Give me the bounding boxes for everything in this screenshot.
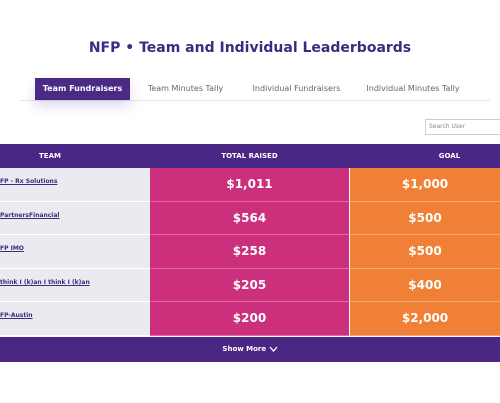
- goal-cell: $2,000: [349, 302, 500, 336]
- goal-cell: $400: [349, 268, 500, 303]
- goal-value: $2,000: [401, 311, 449, 326]
- goal-cell: $1,000: [349, 168, 500, 202]
- goal-cell: $500: [349, 201, 500, 236]
- show-more-label: Show More: [222, 345, 267, 353]
- tab[interactable]: Individual Minutes Tally: [366, 84, 460, 93]
- search-input[interactable]: Search User: [425, 119, 500, 135]
- raised-cell: $564: [150, 201, 349, 236]
- table-row: think I (k)an I think I (k)an $205 $400: [0, 268, 500, 303]
- column-header: TOTAL RAISED: [221, 152, 278, 160]
- team-cell: think I (k)an I think I (k)an: [0, 268, 150, 303]
- chevron-icon: [269, 346, 278, 352]
- raised-cell: $1,011: [150, 168, 349, 202]
- column-header: GOAL: [438, 152, 461, 160]
- team-link[interactable]: think I (k)an I think I (k)an: [0, 278, 90, 286]
- raised-value: $564: [232, 210, 267, 225]
- raised-value: $205: [232, 277, 267, 292]
- column-header: TEAM: [39, 152, 61, 160]
- raised-value: $200: [232, 311, 267, 326]
- team-link[interactable]: PartnersFinancial: [0, 211, 60, 219]
- raised-cell: $205: [150, 268, 349, 303]
- team-cell: PartnersFinancial: [0, 201, 150, 236]
- raised-value: $1,011: [226, 177, 273, 191]
- table-row: FP-Austin $200 $2,000: [0, 302, 500, 336]
- team-cell: FP-Austin: [0, 302, 150, 336]
- goal-cell: $500: [349, 235, 500, 269]
- tab[interactable]: Team Fundraisers: [35, 78, 130, 100]
- table-body: FP - Rx Solutions $1,011 $1,000 PartnersFin…: [0, 168, 500, 337]
- show-more-button[interactable]: Show More: [0, 337, 500, 362]
- raised-value: $258: [232, 244, 267, 259]
- team-link[interactable]: FP-Austin: [0, 312, 33, 320]
- team-link[interactable]: FP IMO: [0, 245, 24, 253]
- raised-cell: $200: [150, 302, 349, 336]
- goal-value: $500: [408, 210, 442, 225]
- goal-value: $1,000: [401, 177, 449, 191]
- team-link[interactable]: FP - Rx Solutions: [0, 178, 58, 185]
- team-cell: FP IMO: [0, 235, 150, 269]
- table-header: TEAM TOTAL RAISED GOAL: [0, 144, 500, 168]
- table-row: FP IMO $258 $500: [0, 235, 500, 269]
- goal-value: $500: [408, 244, 442, 259]
- table-row: PartnersFinancial $564 $500: [0, 201, 500, 236]
- table-row: FP - Rx Solutions $1,011 $1,000: [0, 168, 500, 202]
- tab[interactable]: Team Minutes Tally: [147, 84, 224, 93]
- page-title: NFP • Team and Individual Leaderboards: [88, 40, 412, 56]
- raised-cell: $258: [150, 235, 349, 269]
- tab-bar: Team Fundraisers Team Minutes Tally Indivi…: [20, 78, 490, 101]
- team-cell: FP - Rx Solutions: [0, 168, 150, 202]
- tab[interactable]: Individual Fundraisers: [252, 84, 341, 93]
- goal-value: $400: [408, 277, 442, 292]
